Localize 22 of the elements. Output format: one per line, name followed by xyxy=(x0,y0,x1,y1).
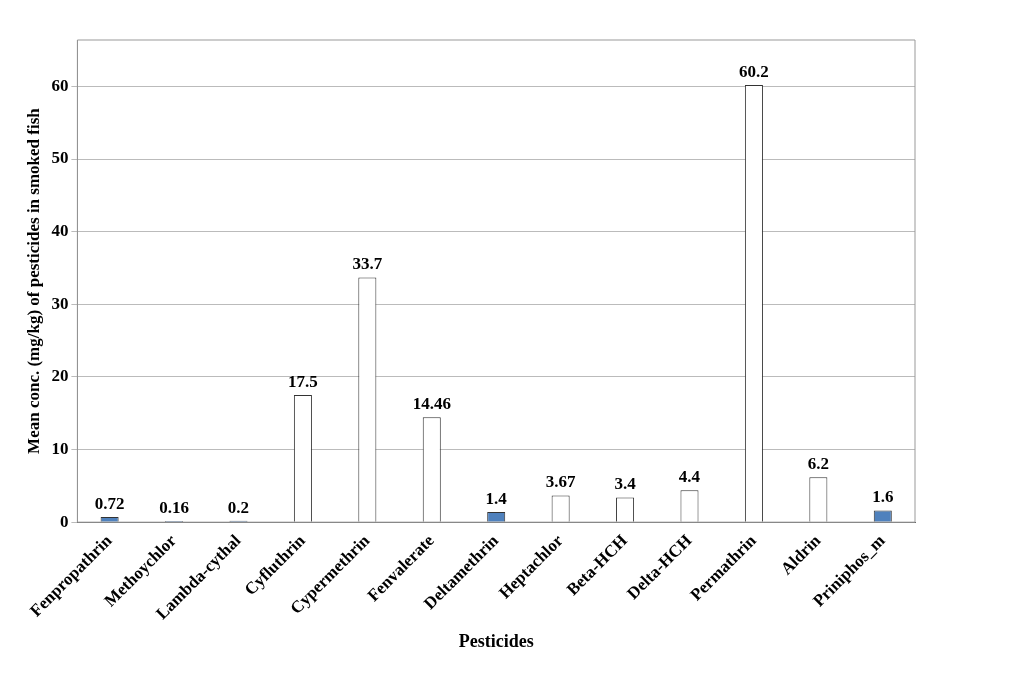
data-label: 3.4 xyxy=(614,474,637,494)
data-label: 1.4 xyxy=(485,488,508,508)
x-axis-title: Pesticides xyxy=(458,630,534,651)
data-label: 0.16 xyxy=(159,497,189,517)
y-tick-label: 30 xyxy=(51,293,69,313)
y-tick-label: 50 xyxy=(51,148,69,168)
y-tick-label: 40 xyxy=(51,221,69,241)
y-tick-label: 0 xyxy=(59,511,69,531)
data-label: 17.5 xyxy=(288,371,318,391)
data-label: 14.46 xyxy=(412,394,451,414)
data-label: 60.2 xyxy=(739,61,769,81)
y-axis-title: Mean conc. (mg/kg) of pesticides in smoked fish xyxy=(23,107,43,454)
data-label: 4.4 xyxy=(678,467,701,487)
data-label: 1.6 xyxy=(872,487,894,507)
data-label: 0.2 xyxy=(227,497,250,517)
data-label: 33.7 xyxy=(352,254,383,274)
data-label: 6.2 xyxy=(807,454,829,474)
data-label: 0.72 xyxy=(94,493,125,513)
data-label: 3.67 xyxy=(545,472,577,492)
y-tick-label: 60 xyxy=(51,75,69,95)
y-tick-label: 20 xyxy=(51,366,69,386)
y-tick-label: 10 xyxy=(51,438,69,458)
